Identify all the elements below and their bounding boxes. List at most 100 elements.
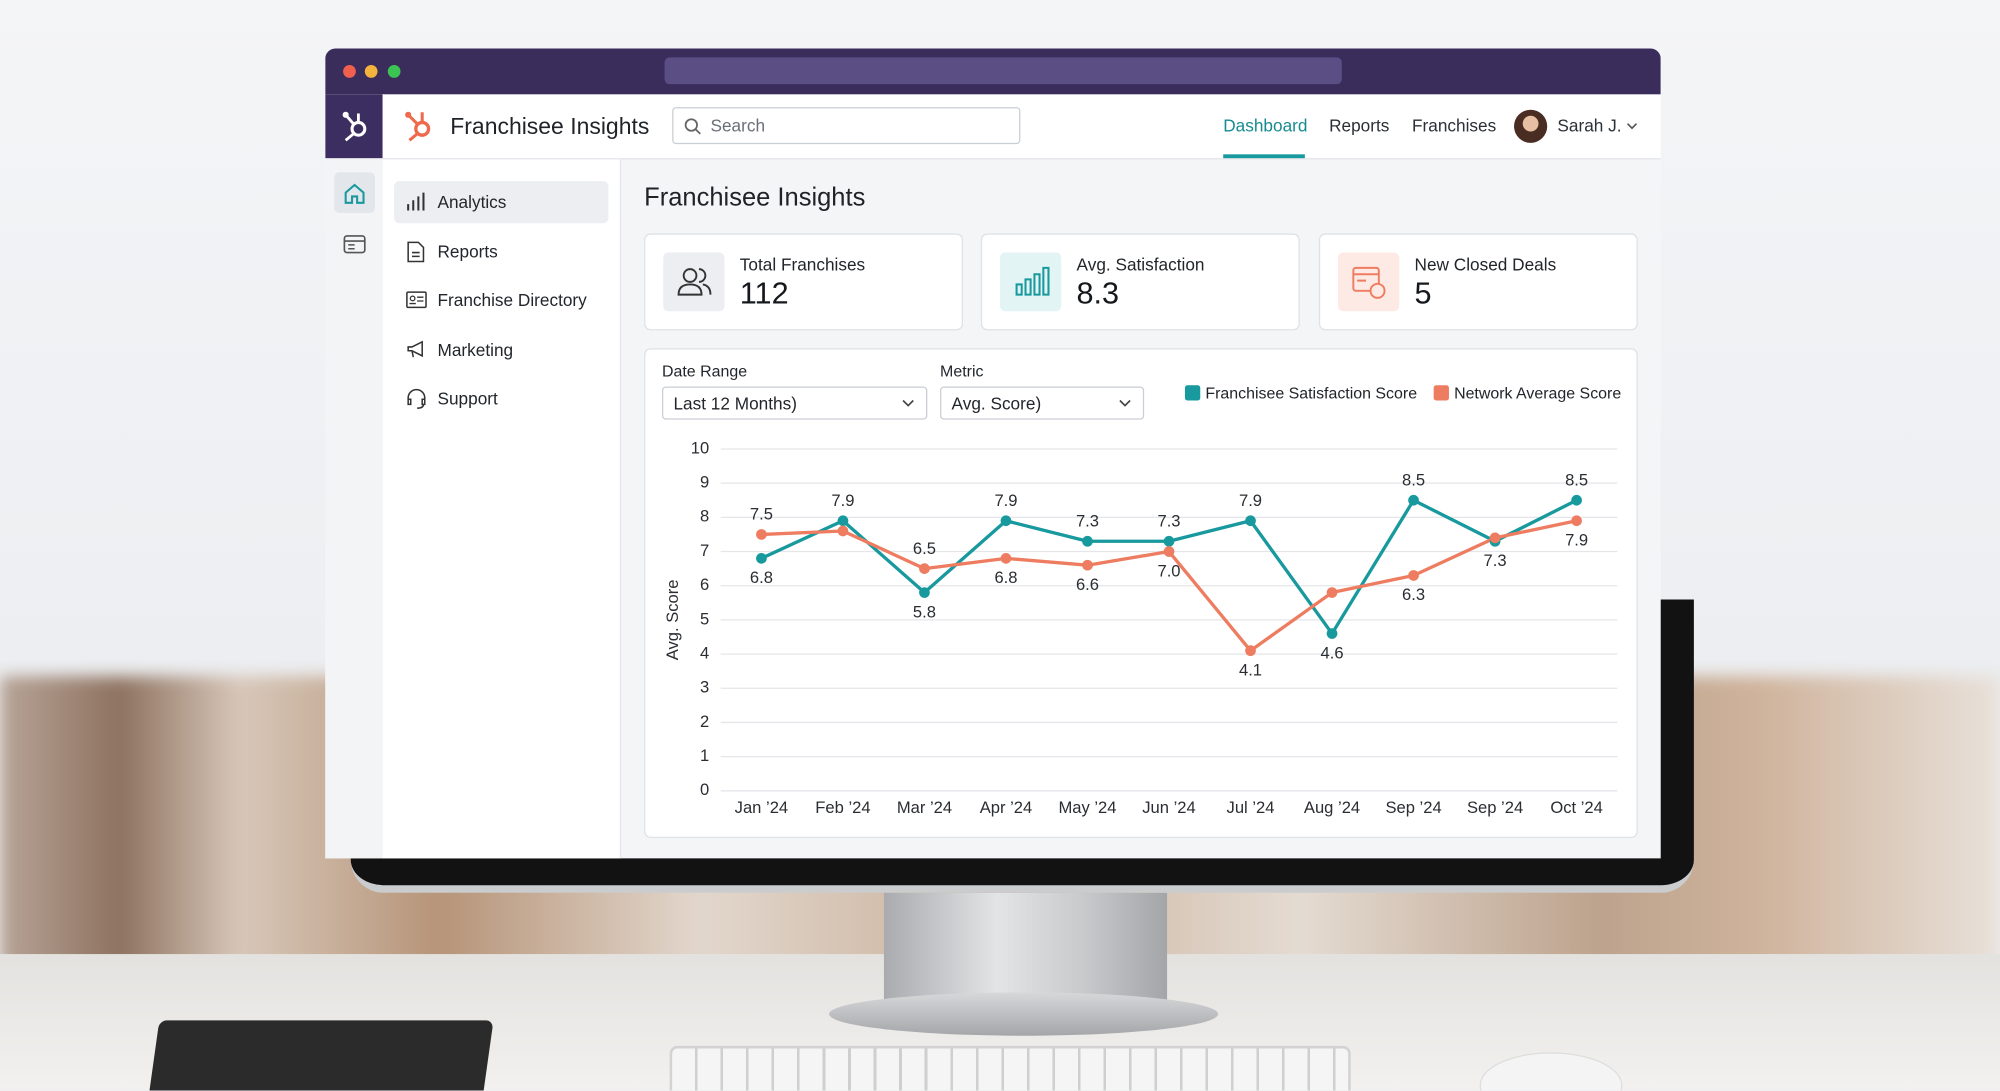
nav-item[interactable]: Franchises (1411, 116, 1497, 136)
data-label: 6.8 (750, 568, 773, 587)
y-tick-label: 3 (700, 678, 709, 697)
data-label: 7.9 (1565, 531, 1588, 550)
sidebar-item[interactable]: Reports (394, 231, 608, 273)
search-box[interactable] (672, 107, 1021, 145)
y-tick-label: 7 (700, 541, 709, 560)
y-tick-label: 1 (700, 746, 709, 765)
data-point (1571, 494, 1582, 506)
data-label: 7.0 (1157, 561, 1180, 580)
analytics-icon (407, 192, 425, 211)
kpi-label: Avg. Satisfaction (1076, 255, 1205, 275)
deal-icon (1352, 266, 1386, 299)
data-point (1000, 515, 1012, 527)
data-point (1408, 494, 1419, 506)
data-label: 7.5 (750, 505, 773, 524)
data-label: 8.5 (1402, 470, 1425, 489)
data-point (919, 587, 930, 598)
dropdown-value: Last 12 Months) (673, 394, 797, 414)
x-tick-label: Feb ’24 (815, 798, 870, 817)
x-tick-label: May ’24 (1058, 798, 1116, 817)
data-point (756, 529, 767, 540)
nav-active-underline (1223, 154, 1305, 159)
top-nav (382, 94, 1661, 160)
y-tick-label: 6 (700, 575, 709, 594)
data-point (1245, 515, 1256, 527)
data-point (837, 525, 849, 537)
kpi-card: Avg. Satisfaction 8.3 (980, 233, 1300, 331)
monitor-base (829, 992, 1219, 1036)
kpi-value: 8.3 (1076, 276, 1120, 312)
home-icon (344, 183, 365, 204)
legend-label: Franchisee Satisfaction Score (1205, 385, 1417, 402)
sidebar-item[interactable]: Support (394, 378, 608, 420)
y-tick-label: 5 (700, 609, 709, 628)
sidebar-label: Reports (437, 242, 498, 262)
close-dot[interactable] (343, 65, 356, 78)
avatar[interactable] (1514, 109, 1548, 143)
filter-label: Date Range (661, 362, 748, 381)
data-point (1489, 532, 1501, 544)
data-label: 4.1 (1239, 660, 1262, 679)
app-title: Franchisee Insights (450, 113, 650, 140)
reports-icon (407, 241, 425, 263)
data-label: 7.9 (994, 491, 1017, 510)
data-point (1408, 570, 1419, 581)
date-range-dropdown[interactable]: Last 12 Months) (661, 386, 928, 420)
data-label: 6.6 (1076, 575, 1099, 594)
keyboard (669, 1045, 1351, 1091)
x-tick-label: Jul ’24 (1227, 798, 1275, 817)
kpi-card: New Closed Deals 5 (1318, 233, 1638, 331)
minimize-dot[interactable] (364, 65, 378, 78)
chevron (1119, 399, 1131, 407)
x-tick-label: Mar ’24 (897, 798, 952, 817)
sidebar-item[interactable]: Analytics (394, 181, 609, 224)
data-label: 7.9 (831, 491, 854, 510)
directory-icon (406, 291, 427, 309)
kpi-value: 5 (1414, 276, 1432, 312)
data-point (1326, 628, 1338, 639)
data-label: 8.5 (1565, 470, 1588, 489)
kpi-icon (663, 252, 725, 312)
y-tick-label: 8 (700, 507, 709, 526)
legend-swatch (1433, 385, 1449, 401)
bars-icon (1015, 266, 1050, 296)
kpi-value: 112 (739, 276, 789, 312)
nav-item[interactable]: Dashboard (1223, 116, 1308, 136)
data-label: 7.9 (1239, 491, 1262, 510)
legend-label: Network Average Score (1454, 385, 1621, 402)
sidebar-item[interactable]: Marketing (394, 329, 608, 371)
data-point (1571, 515, 1582, 527)
chevron (902, 399, 914, 407)
x-tick-label: Aug ’24 (1304, 798, 1360, 817)
maximize-dot[interactable] (387, 65, 401, 78)
y-tick-label: 10 (691, 438, 709, 457)
monitor-neck (883, 892, 1168, 1011)
data-label: 7.3 (1484, 551, 1507, 570)
data-label: 7.3 (1076, 512, 1099, 531)
y-tick-label: 2 (700, 712, 709, 731)
metric-dropdown[interactable]: Avg. Score) (940, 386, 1145, 420)
nav-item[interactable]: Reports (1329, 116, 1390, 136)
kpi-card: Total Franchises 112 (644, 233, 964, 331)
table-icon[interactable] (343, 235, 366, 254)
page-title: Franchisee Insights (644, 183, 866, 212)
data-label: 6.3 (1402, 585, 1425, 604)
home-rail-item[interactable] (334, 172, 375, 214)
sidebar-item[interactable]: Franchise Directory (394, 279, 608, 321)
search-icon (684, 118, 701, 135)
sidebar (382, 159, 622, 859)
user-chevron[interactable] (1626, 122, 1638, 130)
legend-swatch (1184, 385, 1201, 401)
data-point (1245, 645, 1256, 657)
user-name[interactable]: Sarah J. (1557, 116, 1622, 136)
data-point (1163, 546, 1175, 557)
x-tick-label: Sep ’24 (1467, 798, 1523, 817)
kpi-icon (1338, 252, 1400, 312)
x-tick-label: Jun ’24 (1142, 798, 1195, 817)
address-bar[interactable] (664, 57, 1342, 85)
sidebar-label: Support (437, 389, 498, 409)
data-label: 6.5 (913, 539, 936, 558)
x-tick-label: Sep ’24 (1385, 798, 1441, 817)
